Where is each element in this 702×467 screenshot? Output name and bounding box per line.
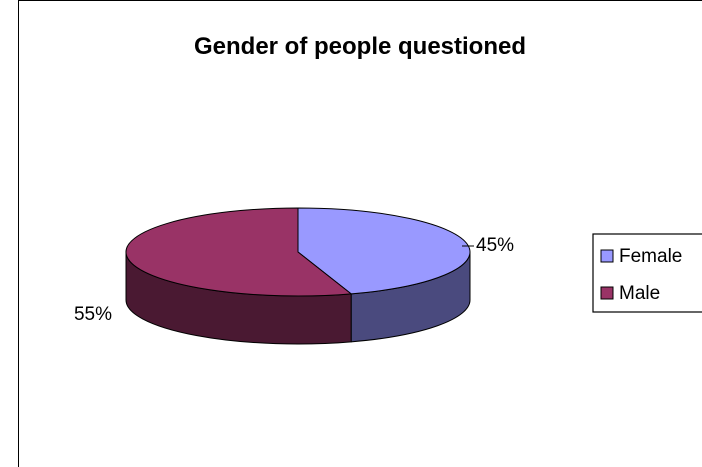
- legend-swatch-female: [600, 249, 614, 263]
- data-label-male: 55%: [74, 304, 112, 325]
- data-label-female: 45%: [476, 235, 514, 256]
- chart-title: Gender of people questioned: [194, 33, 526, 60]
- chart-frame: [18, 0, 702, 467]
- pie-slice-male: [125, 207, 353, 297]
- pie-sides: [125, 251, 471, 345]
- legend-label-female: Female: [619, 246, 682, 267]
- legend-swatch-male: [600, 286, 614, 300]
- legend-label-male: Male: [619, 283, 660, 304]
- pie-top: [125, 207, 471, 297]
- pie-labels: 45% 55%: [74, 235, 514, 325]
- pie-slice-female: [297, 207, 471, 295]
- legend: Female Male: [592, 233, 702, 313]
